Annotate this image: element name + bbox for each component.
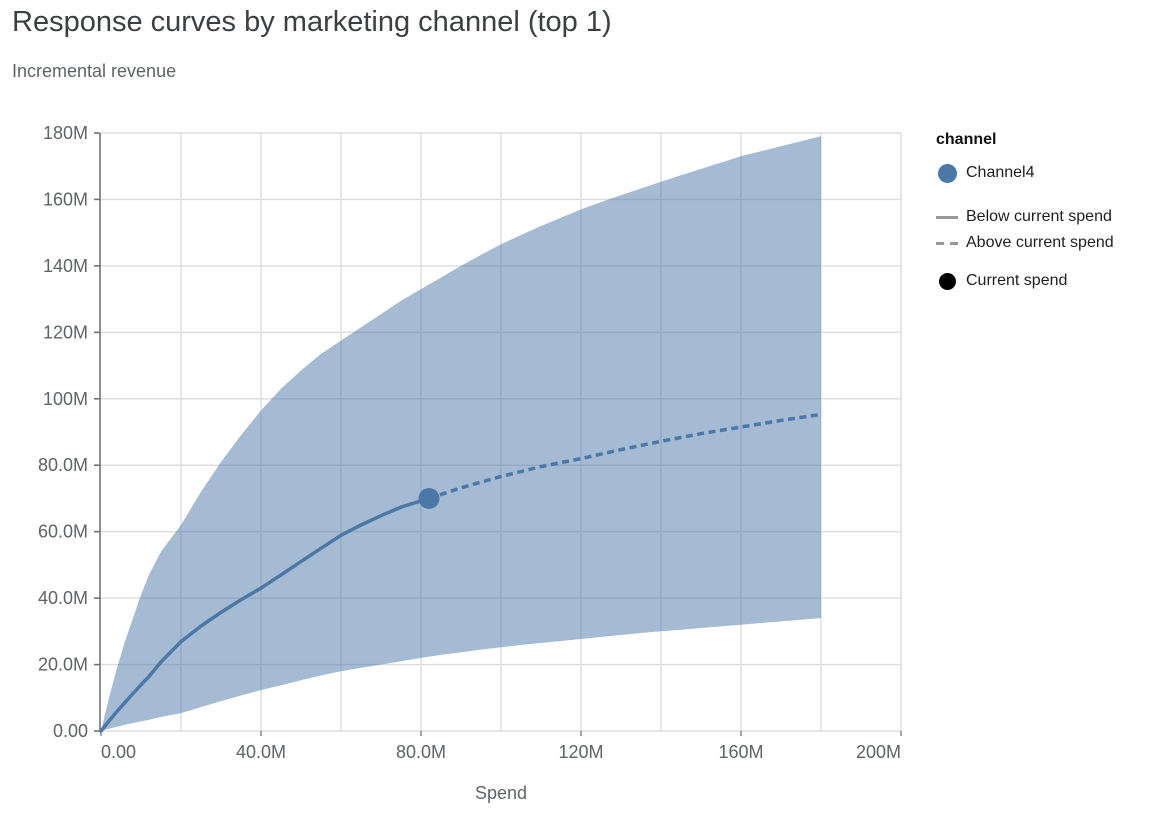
- x-tick-label: 0.00: [101, 742, 136, 762]
- y-tick-label: 120M: [43, 322, 88, 342]
- y-tick-label: 0.00: [53, 721, 88, 741]
- x-axis-title: Spend: [475, 783, 527, 803]
- point-swatch-wrap: [936, 272, 958, 290]
- legend-item-below-current-spend: Below current spend: [936, 207, 1112, 227]
- response-lines: [99, 412, 822, 733]
- legend-title: channel: [936, 131, 997, 148]
- chart-subtitle: Incremental revenue: [12, 61, 177, 81]
- y-tick-label: 60.0M: [38, 522, 88, 542]
- below-swatch-wrap: [936, 215, 958, 219]
- y-tick-label: 20.0M: [38, 655, 88, 675]
- x-tick-label: 160M: [718, 742, 763, 762]
- channel4-confidence-band: [101, 136, 821, 732]
- above-swatch-wrap: [936, 241, 958, 245]
- confidence-band: [101, 136, 821, 732]
- y-tick-label: 40.0M: [38, 588, 88, 608]
- legend-item-current-spend: Current spend: [936, 271, 1067, 291]
- y-tick-label: 140M: [43, 256, 88, 276]
- solid-line-icon: [936, 215, 958, 219]
- legend-label: Channel4: [966, 164, 1035, 181]
- y-tick-label: 160M: [43, 189, 88, 209]
- dashed-line-icon: [936, 241, 958, 245]
- x-tick-label: 40.0M: [236, 742, 286, 762]
- y-tick-label: 80.0M: [38, 455, 88, 475]
- y-tick-label: 180M: [43, 123, 88, 143]
- above-current-spend-line: [428, 412, 822, 501]
- x-tick-label: 120M: [558, 742, 603, 762]
- channel4-swatch-wrap: [936, 163, 958, 183]
- below-current-spend-line: [99, 496, 431, 733]
- current-spend-circle-icon: [938, 272, 956, 290]
- legend-label: Below current spend: [966, 208, 1112, 225]
- legend-label: Current spend: [966, 272, 1068, 289]
- legend-label: Above current spend: [966, 234, 1114, 251]
- x-tick-label: 200M: [856, 742, 901, 762]
- axes: 0.00 20.0M 40.0M 60.0M 80.0M 100M 120M 140M 160M…: [38, 123, 902, 762]
- legend-item-channel4: Channel4: [936, 163, 1035, 183]
- channel4-circle-icon: [937, 163, 957, 183]
- page-title: Response curves by marketing channel (to…: [12, 6, 612, 38]
- y-tick-label: 100M: [43, 389, 88, 409]
- current-spend-point[interactable]: [418, 487, 440, 509]
- x-tick-label: 80.0M: [396, 742, 446, 762]
- legend-item-above-current-spend: Above current spend: [936, 233, 1114, 253]
